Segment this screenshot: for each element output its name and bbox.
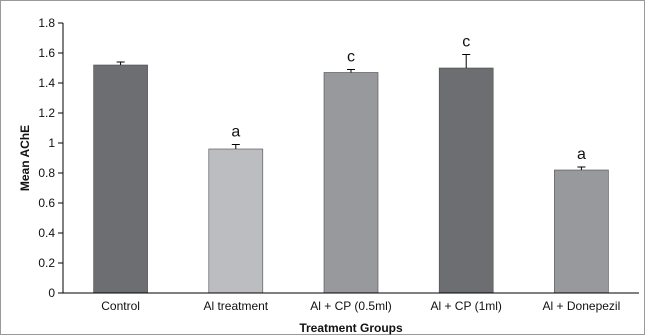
y-tick-label: 0.6 bbox=[38, 196, 55, 210]
bar-group bbox=[93, 54, 609, 294]
significance-label: a bbox=[231, 124, 240, 141]
y-tick-label: 0.2 bbox=[38, 256, 55, 270]
x-category-label: Al + Donepezil bbox=[543, 299, 621, 313]
y-tick-label: 0.4 bbox=[38, 226, 55, 240]
significance-label: c bbox=[462, 34, 470, 51]
x-category-label: Al + CP (1ml) bbox=[430, 299, 501, 313]
bar bbox=[93, 64, 148, 294]
significance-label: a bbox=[577, 146, 586, 163]
y-tick-label: 1.8 bbox=[38, 16, 55, 30]
bar bbox=[554, 169, 609, 294]
y-tick-label: 1.2 bbox=[38, 106, 55, 120]
x-category-label: Al treatment bbox=[203, 299, 268, 313]
x-axis-category-labels: Control Al treatment Al + CP (0.5ml) Al + C… bbox=[101, 299, 620, 313]
bar bbox=[208, 148, 264, 294]
significance-label: c bbox=[347, 49, 355, 66]
bar bbox=[438, 67, 494, 294]
bar bbox=[323, 72, 379, 294]
y-axis-title: Mean AChE bbox=[18, 125, 32, 191]
y-tick-label: 0.8 bbox=[38, 166, 55, 180]
x-category-label: Control bbox=[101, 299, 140, 313]
y-axis-ticks: 0 0.2 0.4 0.6 0.8 1 1.2 1.4 1.6 1.8 bbox=[38, 16, 63, 300]
x-category-label: Al + CP (0.5ml) bbox=[310, 299, 391, 313]
y-tick-label: 1.4 bbox=[38, 76, 55, 90]
x-axis-title: Treatment Groups bbox=[299, 321, 403, 335]
axes bbox=[62, 23, 639, 294]
y-tick-label: 1 bbox=[48, 136, 55, 150]
y-tick-label: 1.6 bbox=[38, 46, 55, 60]
y-tick-label: 0 bbox=[48, 286, 55, 300]
significance-labels: a c c a bbox=[231, 34, 586, 164]
